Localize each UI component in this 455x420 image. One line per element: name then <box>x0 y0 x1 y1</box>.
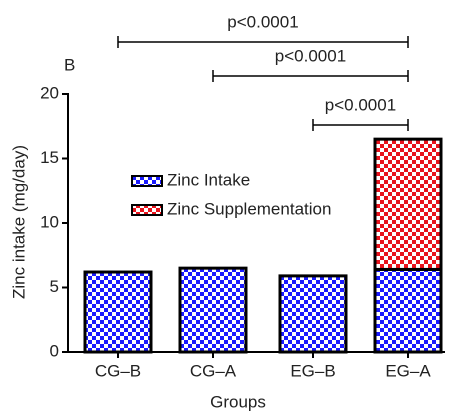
y-axis-label: Zinc intake (mg/day) <box>9 145 28 299</box>
x-tick-label: CG–B <box>95 361 141 380</box>
p-value-label: p<0.0001 <box>227 12 298 31</box>
legend-label: Zinc Supplementation <box>167 199 331 218</box>
bar-segment <box>178 266 248 354</box>
legend-label: Zinc Intake <box>167 170 250 189</box>
panel-label: B <box>64 55 75 74</box>
bar-segment <box>83 270 153 354</box>
legend-swatch <box>131 204 163 216</box>
legend-swatch <box>131 175 163 187</box>
y-tick-label: 10 <box>40 212 59 231</box>
bar-segment <box>373 267 443 354</box>
y-tick-label: 20 <box>40 83 59 102</box>
x-tick-label: CG–A <box>190 361 237 380</box>
p-value-label: p<0.0001 <box>275 46 346 65</box>
bar-segment <box>373 137 443 271</box>
y-tick-label: 5 <box>50 277 59 296</box>
x-tick-label: EG–A <box>385 361 431 380</box>
p-value-label: p<0.0001 <box>325 95 396 114</box>
x-tick-label: EG–B <box>290 361 335 380</box>
x-axis-label: Groups <box>210 392 266 411</box>
bar-segment <box>278 274 348 354</box>
y-tick-label: 0 <box>50 341 59 360</box>
y-tick-label: 15 <box>40 148 59 167</box>
